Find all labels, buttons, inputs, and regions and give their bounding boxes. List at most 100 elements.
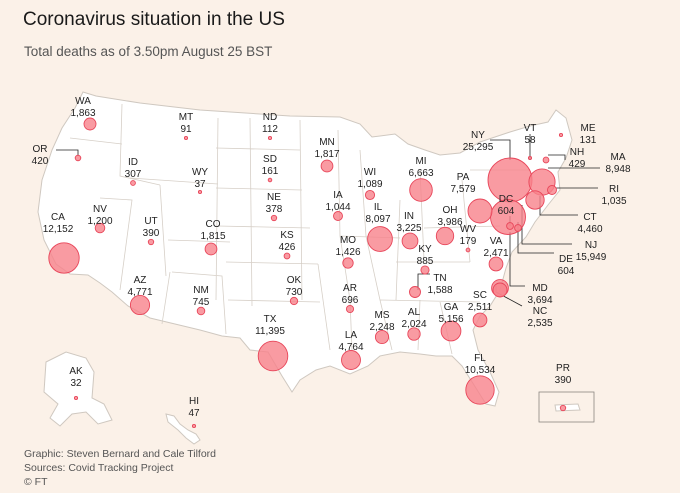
state-label-vt: VT <box>524 123 537 134</box>
value-label-mi: 6,663 <box>408 168 433 179</box>
leader-ny <box>490 139 511 160</box>
state-label-nc: NC <box>533 306 547 317</box>
value-label-ak: 32 <box>70 378 82 389</box>
state-label-pr: PR <box>556 363 570 374</box>
value-label-wy: 37 <box>194 179 206 190</box>
chart-subtitle: Total deaths as of 3.50pm August 25 BST <box>24 44 273 59</box>
value-label-vt: 58 <box>524 135 536 146</box>
bubble-or <box>74 154 82 162</box>
value-label-oh: 3,986 <box>437 217 462 228</box>
bubble-ri <box>547 185 557 195</box>
state-label-ia: IA <box>333 190 343 201</box>
state-label-wi: WI <box>364 167 376 178</box>
value-label-az: 4,771 <box>127 287 152 298</box>
value-label-mo: 1,426 <box>335 247 360 258</box>
bubble-ok <box>289 296 299 306</box>
state-label-az: AZ <box>134 275 147 286</box>
state-label-nh: NH <box>570 147 584 158</box>
value-label-ar: 696 <box>342 295 359 306</box>
bubble-co <box>204 242 218 256</box>
bubble-ar <box>345 304 355 314</box>
value-label-in: 3,225 <box>396 223 421 234</box>
bubble-wi <box>364 189 376 201</box>
value-label-la: 4,764 <box>338 342 363 353</box>
bubble-sd <box>267 177 273 183</box>
bubble-wa <box>83 117 97 131</box>
value-label-id: 307 <box>125 169 142 180</box>
state-label-or: OR <box>33 144 48 155</box>
value-label-ia: 1,044 <box>325 202 350 213</box>
value-label-hi: 47 <box>188 408 200 419</box>
leader-md <box>509 232 525 287</box>
value-label-nm: 745 <box>193 297 210 308</box>
value-label-ny: 25,295 <box>463 142 494 153</box>
bubble-nd <box>267 135 273 141</box>
state-label-me: ME <box>581 123 596 134</box>
state-label-ne: NE <box>267 192 281 203</box>
chart-title: Coronavirus situation in the US <box>23 9 285 30</box>
state-borders <box>69 103 530 355</box>
bubble-wy <box>197 189 203 195</box>
value-label-mt: 91 <box>180 124 192 135</box>
state-label-ri: RI <box>609 184 619 195</box>
bubble-layer <box>48 117 567 429</box>
state-label-il: IL <box>374 202 383 213</box>
bubble-ak <box>73 395 79 401</box>
bubble-hi <box>191 423 197 429</box>
bubble-de <box>514 224 522 232</box>
value-label-ne: 378 <box>266 204 283 215</box>
bubble-in <box>401 232 419 250</box>
bubble-tx <box>257 340 289 372</box>
bubble-pr <box>559 404 567 412</box>
puerto-rico-box <box>538 391 595 423</box>
state-label-co: CO <box>206 219 221 230</box>
bubble-sc <box>472 312 488 328</box>
value-label-fl: 10,534 <box>465 365 496 376</box>
border-west <box>69 103 231 335</box>
bubble-ne <box>270 214 278 222</box>
state-label-mi: MI <box>415 156 426 167</box>
alaska-shape <box>43 351 113 427</box>
value-label-tn: 1,588 <box>427 285 452 296</box>
value-label-ga: 5,156 <box>438 314 463 325</box>
bubble-al <box>407 327 421 341</box>
value-label-sc: 2,511 <box>468 302 493 313</box>
state-label-mo: MO <box>340 235 356 246</box>
bubble-tn <box>409 286 421 298</box>
value-label-nh: 429 <box>569 159 586 170</box>
value-label-wv: 179 <box>460 236 477 247</box>
value-label-md: 3,694 <box>527 295 552 306</box>
bubble-ky <box>420 265 430 275</box>
bubble-nh <box>542 156 550 164</box>
state-label-ct: CT <box>583 212 596 223</box>
contiguous-us-shape <box>37 91 573 407</box>
state-label-in: IN <box>404 211 414 222</box>
bubble-ut <box>147 238 155 246</box>
value-label-il: 8,097 <box>365 214 390 225</box>
bubble-mi <box>409 178 433 202</box>
bubble-wv <box>465 247 471 253</box>
bubble-id <box>130 180 136 186</box>
state-label-pa: PA <box>457 172 470 183</box>
state-label-ky: KY <box>418 244 432 255</box>
state-label-la: LA <box>345 330 358 341</box>
value-label-ma: 8,948 <box>605 164 630 175</box>
value-label-pr: 390 <box>555 375 572 386</box>
state-label-md: MD <box>532 283 548 294</box>
value-label-va: 2,471 <box>483 248 508 259</box>
value-label-or: 420 <box>32 156 49 167</box>
value-label-nc: 2,535 <box>527 318 552 329</box>
state-label-ma: MA <box>611 152 626 163</box>
value-label-nd: 112 <box>262 124 278 135</box>
value-label-ri: 1,035 <box>601 196 626 207</box>
value-label-ms: 2,248 <box>369 322 394 333</box>
state-label-de: DE <box>559 254 573 265</box>
bubble-il <box>367 226 393 252</box>
state-label-ms: MS <box>375 310 390 321</box>
state-label-nj: NJ <box>585 240 597 251</box>
state-label-wa: WA <box>75 96 91 107</box>
value-label-wi: 1,089 <box>357 179 382 190</box>
bubble-mn <box>320 159 334 173</box>
bubble-dc <box>506 222 514 230</box>
state-label-ks: KS <box>280 230 294 241</box>
